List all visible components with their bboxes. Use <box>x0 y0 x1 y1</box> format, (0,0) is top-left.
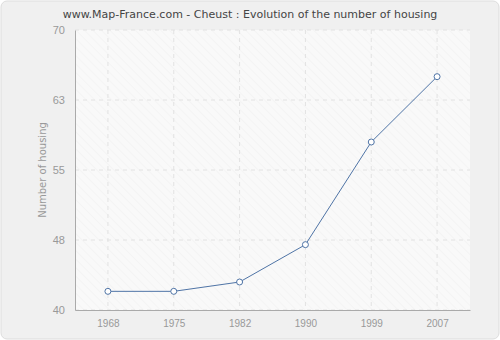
plot-area <box>75 30 470 310</box>
y-tick: 40 <box>53 304 75 316</box>
x-grid <box>371 30 372 310</box>
y-tick-label: 63 <box>53 94 65 106</box>
point <box>302 242 308 248</box>
series <box>105 74 440 295</box>
y-tick: 70 <box>53 24 75 36</box>
x-grid <box>107 30 108 310</box>
x-tick: 1982 <box>229 310 252 329</box>
y-tick: 48 <box>53 234 75 246</box>
x-tick: 1968 <box>97 310 120 329</box>
point <box>434 74 440 80</box>
x-grid <box>239 30 240 310</box>
y-axis-title: Number of housing <box>37 122 48 218</box>
point <box>368 139 374 145</box>
x-tick-label: 1990 <box>295 318 318 329</box>
x-axis: 1968 1975 1982 1990 1999 2007 <box>76 310 471 329</box>
x-tick-label: 1968 <box>97 318 120 329</box>
y-tick: 63 <box>53 94 75 106</box>
x-grid <box>173 30 174 310</box>
y-tick-label: 48 <box>53 234 65 246</box>
y-axis: 40 48 55 63 70 <box>53 24 76 316</box>
y-grid <box>75 30 470 31</box>
y-grid <box>75 310 470 311</box>
x-tick: 1990 <box>295 310 318 329</box>
point <box>237 279 243 285</box>
x-tick: 1975 <box>163 310 186 329</box>
y-tick-label: 40 <box>53 304 65 316</box>
x-tick-label: 1975 <box>163 318 186 329</box>
y-grid <box>75 170 470 171</box>
x-grid <box>437 30 438 310</box>
point <box>105 288 111 294</box>
x-tick: 1999 <box>361 310 384 329</box>
y-grid <box>75 100 470 101</box>
title: www.Map-France.com - Cheust : Evolution … <box>63 8 438 21</box>
plot: 40 48 55 63 70 1968 1975 1982 1990 1999 2007 <box>53 24 471 329</box>
background <box>1 1 499 339</box>
y-tick-label: 70 <box>53 24 65 36</box>
point <box>171 288 177 294</box>
chart: 40 48 55 63 70 1968 1975 1982 1990 1999 2007 www.Ma… <box>0 0 500 340</box>
line <box>108 77 437 292</box>
y-grid <box>75 240 470 241</box>
y-tick: 55 <box>53 164 75 176</box>
x-tick: 2007 <box>426 310 449 329</box>
x-grid <box>305 30 306 310</box>
x-axis-line <box>76 310 471 311</box>
x-tick-label: 1999 <box>361 318 384 329</box>
x-tick-label: 1982 <box>229 318 252 329</box>
x-tick-label: 2007 <box>426 318 449 329</box>
y-axis-line <box>75 31 76 311</box>
y-tick-label: 55 <box>53 164 65 176</box>
